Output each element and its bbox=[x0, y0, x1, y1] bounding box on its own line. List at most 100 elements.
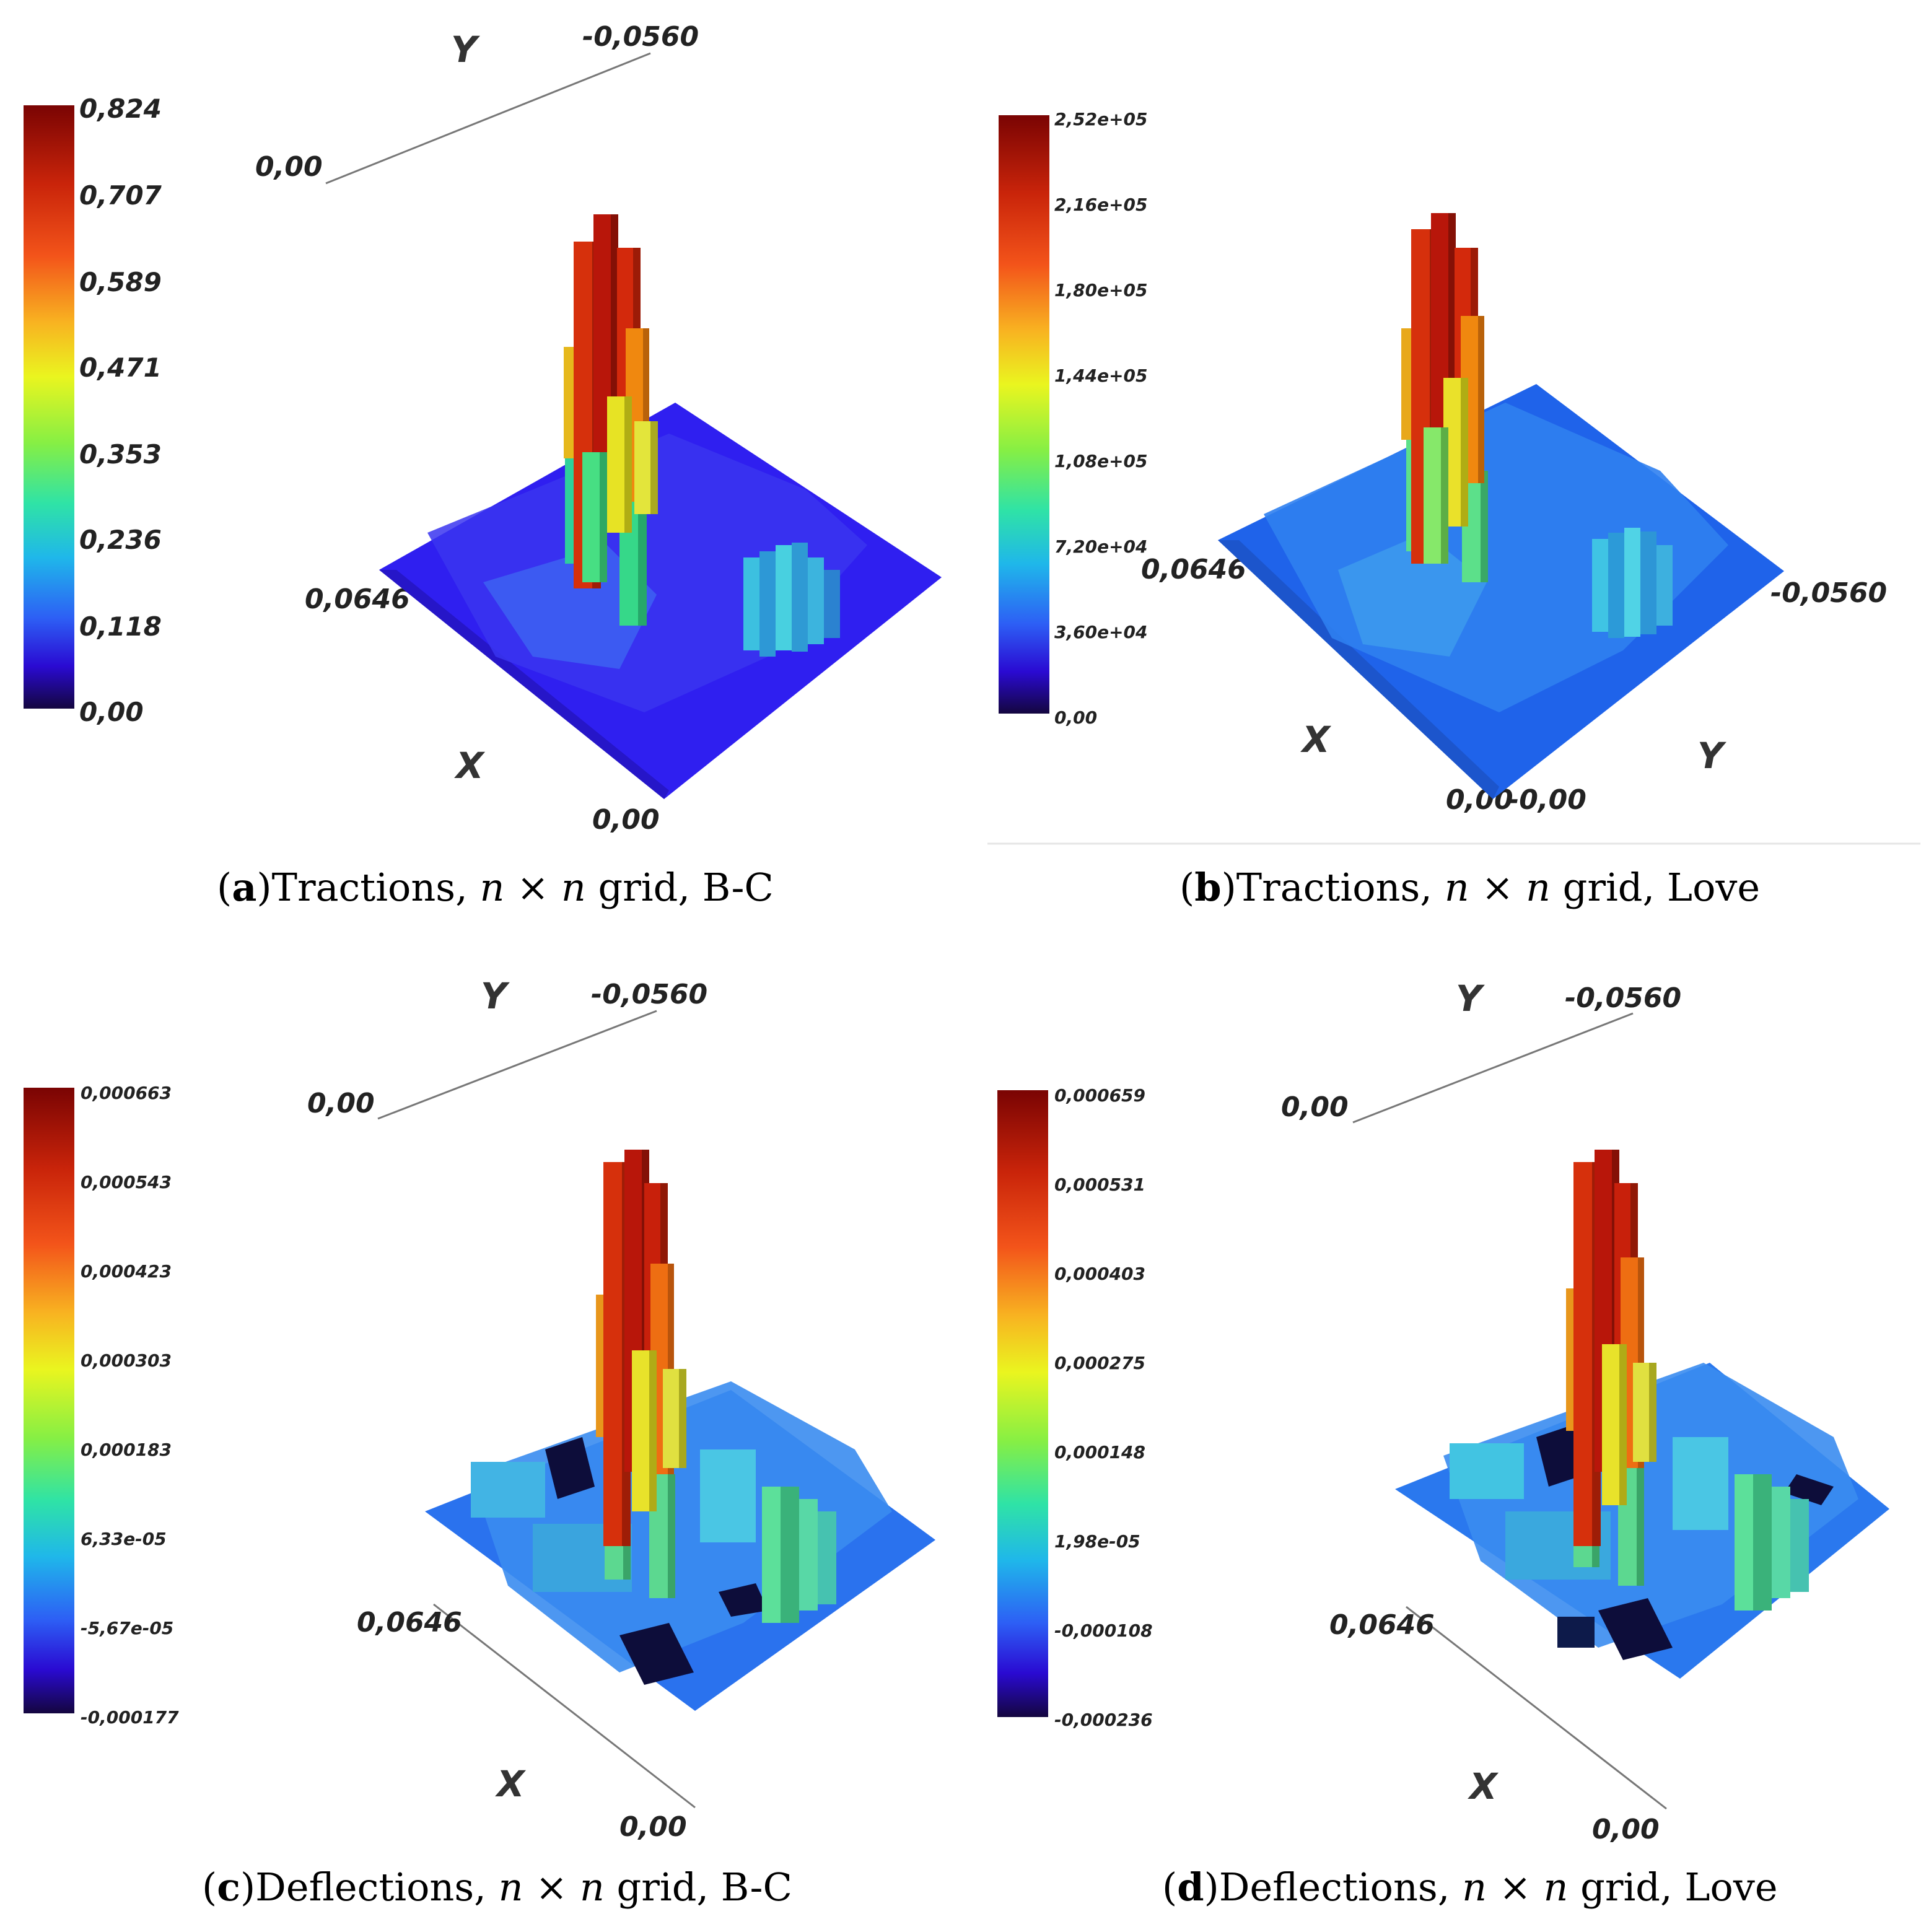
x-axis-line-d bbox=[1406, 1606, 1667, 1810]
panel-d: 0,000659 0,000531 0,000403 0,000275 0,00… bbox=[997, 977, 1889, 1845]
raised-region bbox=[1338, 533, 1487, 657]
axis-label-origin: 0,00 bbox=[1281, 1091, 1349, 1123]
caption-text: Deflections, bbox=[1219, 1864, 1463, 1910]
axis-label-y-end: -0,0560 bbox=[1770, 577, 1887, 609]
colorbar-tick: -0,000108 bbox=[1054, 1620, 1153, 1641]
axis-label-y-zero: -0,00 bbox=[1508, 784, 1586, 816]
axis-letter-x: X bbox=[495, 1763, 527, 1805]
dark-depression bbox=[719, 1583, 768, 1617]
colorbar-tick: 0,000663 bbox=[81, 1083, 172, 1103]
colorbar-tick: 2,16e+05 bbox=[1054, 195, 1148, 215]
colorbar-ticks-a: 0,824 0,707 0,589 0,471 0,353 0,236 0,11… bbox=[79, 94, 162, 727]
axis-letter-x: X bbox=[454, 745, 486, 787]
colorbar-tick: 3,60e+04 bbox=[1054, 622, 1148, 642]
caption-var: n bbox=[1543, 1864, 1569, 1910]
colorbar-tick: -5,67e-05 bbox=[81, 1618, 173, 1638]
x-axis-line-c bbox=[433, 1603, 696, 1809]
raised-blocks bbox=[1450, 1437, 1809, 1611]
peak-bars bbox=[1566, 1150, 1656, 1586]
axis-label-x-end: 0,0646 bbox=[357, 1607, 462, 1638]
colorbar-tick: 0,00 bbox=[1054, 707, 1097, 728]
caption-c: (c)Deflections, n × n grid, B-C bbox=[202, 1864, 792, 1910]
colorbar-tick: 1,80e+05 bbox=[1054, 280, 1148, 300]
colorbar-tick: 7,20e+04 bbox=[1054, 536, 1148, 557]
axis-label-x-zero: 0,00 bbox=[592, 804, 660, 836]
caption-var: n bbox=[1462, 1864, 1487, 1910]
caption-var: n bbox=[1526, 865, 1551, 910]
ridge-bars bbox=[1592, 528, 1673, 638]
dark-depression bbox=[1784, 1474, 1834, 1505]
colorbar-d bbox=[997, 1090, 1048, 1717]
colorbar-a bbox=[24, 105, 74, 709]
colorbar-tick: 0,000543 bbox=[81, 1172, 172, 1192]
caption-var: n bbox=[1444, 865, 1469, 910]
caption-text: grid, B-C bbox=[585, 865, 774, 910]
peak-bars bbox=[564, 214, 658, 626]
colorbar-tick: 0,236 bbox=[79, 525, 162, 555]
axis-label-x-end: 0,0646 bbox=[305, 584, 410, 615]
surface-plate-shade bbox=[379, 570, 669, 799]
axis-label-x-end: 0,0646 bbox=[1329, 1609, 1435, 1641]
colorbar-tick: 0,000148 bbox=[1054, 1442, 1145, 1462]
y-axis-line-d bbox=[1352, 1012, 1634, 1124]
colorbar-tick: 0,707 bbox=[79, 180, 162, 211]
axis-letter-y: Y bbox=[1697, 735, 1726, 777]
caption-text: grid, B-C bbox=[604, 1864, 792, 1910]
axis-label-origin: 0,00 bbox=[307, 1088, 375, 1119]
colorbar-tick: 0,471 bbox=[79, 352, 162, 383]
peak-bars bbox=[1401, 213, 1488, 582]
colorbar-tick: -0,000177 bbox=[81, 1707, 179, 1728]
caption-text: grid, Love bbox=[1550, 865, 1761, 910]
caption-times: × bbox=[1469, 865, 1526, 910]
axis-label-y-end: -0,0560 bbox=[582, 21, 699, 53]
caption-times: × bbox=[1487, 1864, 1544, 1910]
caption-var: n bbox=[579, 1864, 605, 1910]
colorbar-tick: 0,589 bbox=[79, 267, 162, 297]
caption-var: n bbox=[561, 865, 586, 910]
colorbar-tick: 0,824 bbox=[79, 94, 162, 124]
colorbar-tick: 0,000183 bbox=[81, 1440, 172, 1460]
y-axis-line-c bbox=[377, 1010, 657, 1120]
y-axis-line-a bbox=[325, 52, 651, 185]
colorbar-tick: 0,000531 bbox=[1054, 1174, 1145, 1195]
axis-label-y-end: -0,0560 bbox=[591, 979, 707, 1010]
colorbar-c bbox=[24, 1088, 74, 1713]
colorbar-tick: 0,000303 bbox=[81, 1350, 172, 1371]
colorbar-tick: -0,000236 bbox=[1054, 1710, 1153, 1730]
dark-depression bbox=[1598, 1598, 1673, 1660]
caption-times: × bbox=[504, 865, 561, 910]
axis-letter-y: Y bbox=[451, 28, 480, 71]
ridge-bars bbox=[743, 543, 840, 657]
colorbar-ticks-d: 0,000659 0,000531 0,000403 0,000275 0,00… bbox=[1054, 1085, 1153, 1730]
caption-text: Deflections, bbox=[255, 1864, 499, 1910]
caption-var: n bbox=[498, 1864, 523, 1910]
colorbar-tick: 0,00 bbox=[79, 697, 144, 727]
axis-label-x-end: 0,0646 bbox=[1141, 554, 1246, 585]
raised-blocks bbox=[471, 1449, 836, 1623]
caption-tag: c bbox=[217, 1864, 240, 1910]
axis-label-x-zero: 0,00 bbox=[619, 1811, 687, 1843]
colorbar-b bbox=[999, 115, 1049, 714]
axis-letter-y: Y bbox=[1456, 977, 1485, 1020]
colorbar-ticks-c: 0,000663 0,000543 0,000423 0,000303 0,00… bbox=[81, 1083, 179, 1728]
dark-depression bbox=[619, 1623, 694, 1685]
colorbar-tick: 0,000275 bbox=[1054, 1353, 1145, 1373]
panel-c: 0,000663 0,000543 0,000423 0,000303 0,00… bbox=[24, 975, 935, 1843]
caption-tag: a bbox=[232, 865, 257, 910]
caption-b: (b)Tractions, n × n grid, Love bbox=[1179, 865, 1761, 910]
colorbar-ticks-b: 2,52e+05 2,16e+05 1,80e+05 1,44e+05 1,08… bbox=[1054, 109, 1148, 728]
caption-tag: d bbox=[1177, 1864, 1204, 1910]
caption-text: Tractions, bbox=[1236, 865, 1445, 910]
axis-label-x-zero: 0,00 bbox=[1592, 1814, 1660, 1845]
caption-times: × bbox=[523, 1864, 580, 1910]
panel-b: 2,52e+05 2,16e+05 1,80e+05 1,44e+05 1,08… bbox=[987, 109, 1920, 845]
colorbar-tick: 1,44e+05 bbox=[1054, 365, 1148, 386]
dark-depression bbox=[545, 1437, 595, 1499]
axis-letter-x: X bbox=[1468, 1765, 1499, 1807]
caption-var: n bbox=[479, 865, 505, 910]
caption-d: (d)Deflections, n × n grid, Love bbox=[1162, 1864, 1778, 1910]
axis-letter-x: X bbox=[1300, 719, 1332, 761]
colorbar-tick: 0,000403 bbox=[1054, 1264, 1145, 1284]
caption-a: (a)Tractions, n × n grid, B-C bbox=[217, 865, 774, 910]
